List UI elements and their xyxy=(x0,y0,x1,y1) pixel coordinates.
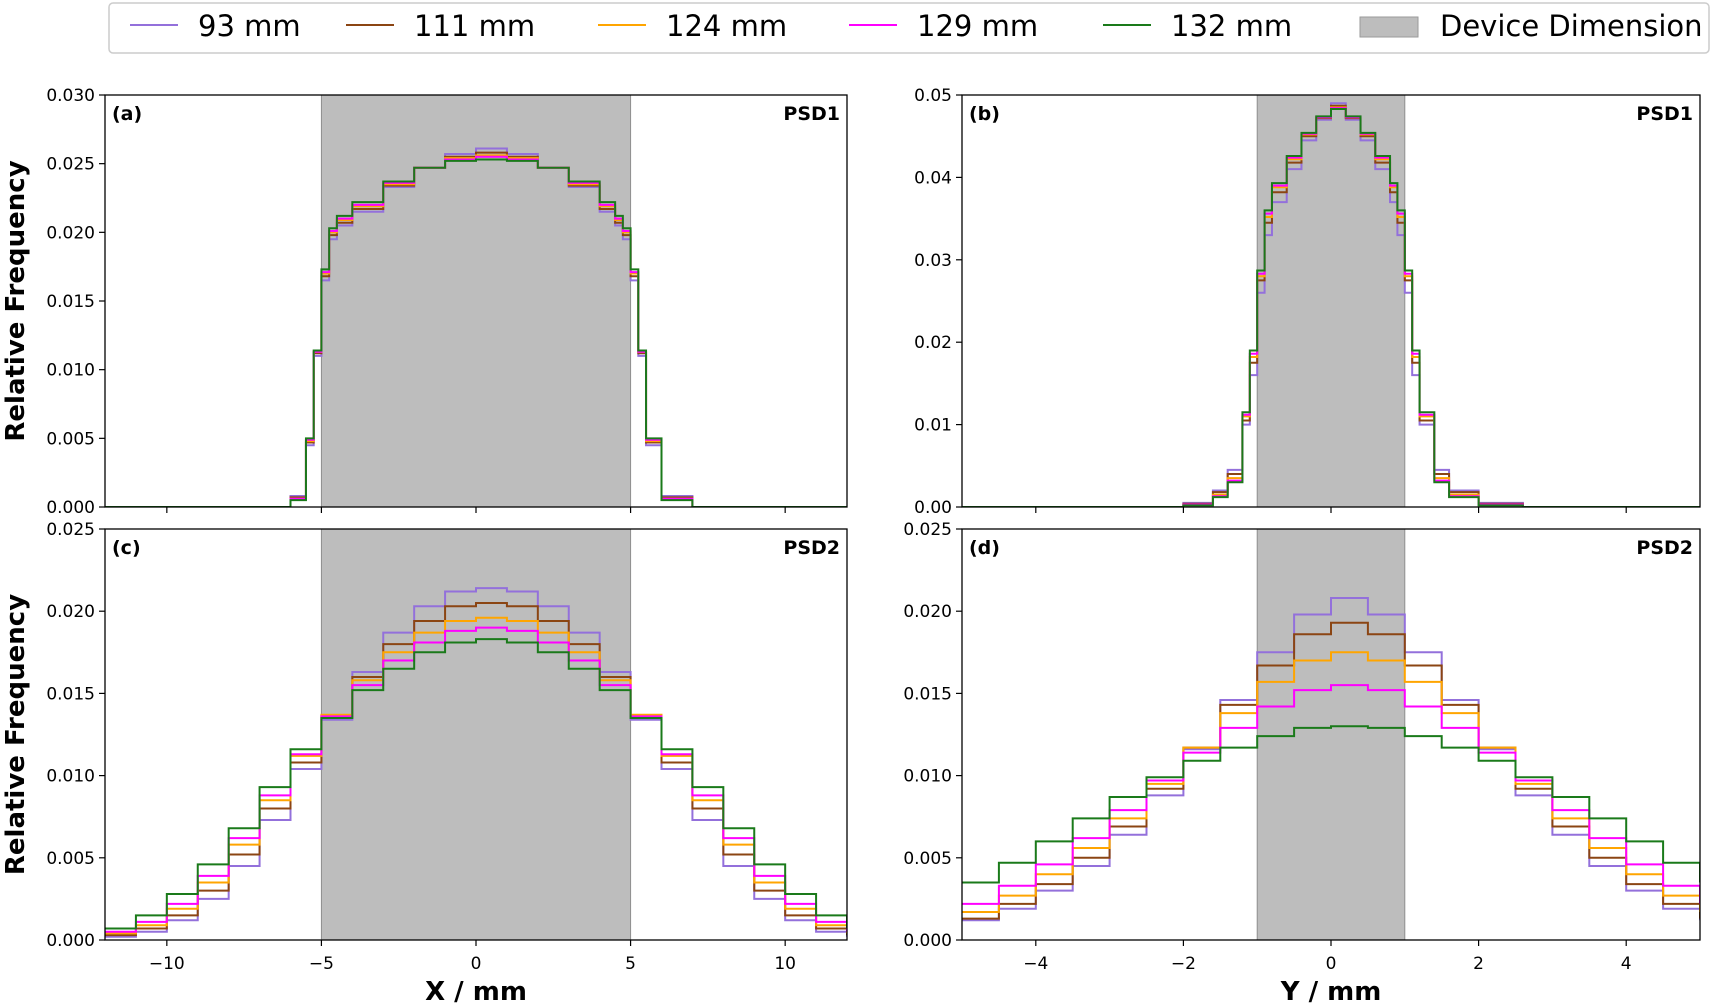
y-tick-label: 0.005 xyxy=(903,849,952,869)
y-tick-label: 0.020 xyxy=(46,602,95,622)
y-tick-label: 0.030 xyxy=(46,86,95,106)
legend-frame xyxy=(108,2,1710,54)
x-tick-label: 5 xyxy=(625,954,636,974)
y-tick-label: 0.020 xyxy=(903,602,952,622)
x-tick-label: 4 xyxy=(1621,954,1632,974)
panel-a: 0.000 0.005 0.010 0.015 0.020 0.025 0.030 (a) PS… xyxy=(1,86,848,518)
panel-label: (a) xyxy=(112,103,142,125)
device-dimension-band xyxy=(321,95,631,507)
series-line-4 xyxy=(962,725,1700,884)
psd-label: PSD1 xyxy=(1636,103,1693,125)
device-dimension-band xyxy=(1257,95,1405,507)
y-tick-label: 0.010 xyxy=(46,767,95,787)
y-tick-label: 0.000 xyxy=(46,498,95,518)
legend: 93 mm 111 mm 124 mm 129 mm 132 mm Device Dime… xyxy=(108,2,1710,54)
y-tick-label: 0.04 xyxy=(914,168,952,188)
device-dimension-band xyxy=(321,529,631,940)
x-axis-title: Y / mm xyxy=(1280,977,1382,1006)
legend-label: 129 mm xyxy=(917,9,1038,43)
legend-label: Device Dimension xyxy=(1440,9,1703,43)
y-tick-label: 0.020 xyxy=(46,223,95,243)
panel-label: (c) xyxy=(112,537,141,559)
y-tick-label: 0.010 xyxy=(903,767,952,787)
x-tick-label: 10 xyxy=(774,954,796,974)
series-line-4 xyxy=(105,158,847,507)
panel-d: 0.000 0.005 0.010 0.015 0.020 0.025 −4 −2 0 2 4 (d)… xyxy=(903,520,1701,1006)
x-tick-label: −4 xyxy=(1023,954,1048,974)
x-tick-label: −10 xyxy=(149,954,185,974)
series-line-4 xyxy=(962,108,1700,507)
panel-label: (d) xyxy=(969,537,1000,559)
panel-c: 0.000 0.005 0.010 0.015 0.020 0.025 −10 −5 0 5 10 (… xyxy=(1,520,848,1006)
legend-label: 124 mm xyxy=(666,9,787,43)
y-tick-label: 0.05 xyxy=(914,86,952,106)
psd-label: PSD2 xyxy=(1636,537,1693,559)
y-tick-label: 0.005 xyxy=(46,429,95,449)
y-tick-label: 0.025 xyxy=(903,520,952,540)
y-tick-label: 0.02 xyxy=(914,333,952,353)
panel-b: 0.00 0.01 0.02 0.03 0.04 0.05 (b) PSD1 xyxy=(914,86,1701,518)
y-tick-label: 0.00 xyxy=(914,498,952,518)
x-tick-label: −2 xyxy=(1171,954,1196,974)
legend-swatch-device-dimension xyxy=(1359,16,1419,38)
y-tick-label: 0.000 xyxy=(46,931,95,951)
x-tick-label: −5 xyxy=(309,954,334,974)
legend-label: 132 mm xyxy=(1171,9,1292,43)
y-axis-title: Relative Frequency xyxy=(1,594,31,875)
device-dimension-band xyxy=(1257,529,1405,940)
x-tick-label: 0 xyxy=(1326,954,1337,974)
legend-label: 111 mm xyxy=(414,9,535,43)
y-axis-title: Relative Frequency xyxy=(1,160,31,441)
y-tick-label: 0.010 xyxy=(46,361,95,381)
x-axis-title: X / mm xyxy=(425,977,527,1006)
psd-label: PSD1 xyxy=(783,103,840,125)
x-tick-label: 2 xyxy=(1473,954,1484,974)
x-tick-label: 0 xyxy=(471,954,482,974)
y-tick-label: 0.03 xyxy=(914,251,952,271)
y-tick-label: 0.015 xyxy=(46,292,95,312)
y-tick-label: 0.025 xyxy=(46,155,95,175)
y-tick-label: 0.005 xyxy=(46,849,95,869)
legend-label: 93 mm xyxy=(198,9,301,43)
psd-label: PSD2 xyxy=(783,537,840,559)
series-line-3 xyxy=(962,684,1700,905)
y-tick-label: 0.01 xyxy=(914,416,952,436)
y-tick-label: 0.025 xyxy=(46,520,95,540)
panel-label: (b) xyxy=(969,103,1000,125)
series-line-4 xyxy=(105,638,847,930)
y-tick-label: 0.015 xyxy=(46,684,95,704)
y-tick-label: 0.000 xyxy=(903,931,952,951)
y-tick-label: 0.015 xyxy=(903,684,952,704)
